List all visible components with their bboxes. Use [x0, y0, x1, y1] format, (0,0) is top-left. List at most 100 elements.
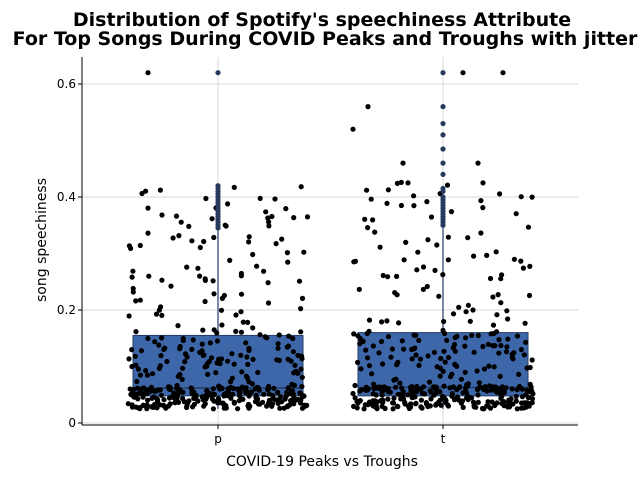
point-p — [287, 402, 293, 408]
point-p — [178, 219, 184, 225]
point-t — [362, 216, 368, 222]
point-t — [360, 338, 366, 344]
point-p — [298, 306, 304, 312]
point-p — [255, 385, 261, 391]
point-p — [159, 335, 165, 341]
point-p — [157, 387, 163, 393]
point-p — [144, 406, 150, 412]
point-p — [261, 391, 267, 397]
point-p — [255, 369, 261, 375]
point-p — [202, 298, 208, 305]
point-p — [299, 295, 306, 301]
point-t — [401, 257, 407, 263]
point-p — [295, 396, 301, 403]
point-p — [233, 328, 239, 334]
outlier-t-10 — [440, 194, 446, 200]
point-t — [370, 343, 376, 349]
point-p — [140, 391, 146, 397]
point-t — [425, 353, 431, 359]
point-p — [233, 312, 239, 318]
point-p — [228, 395, 234, 401]
point-t — [505, 316, 511, 322]
point-t — [400, 390, 406, 396]
point-t — [469, 332, 475, 338]
point-t — [441, 395, 447, 401]
outlier-t-15 — [440, 146, 446, 152]
point-p — [159, 312, 165, 318]
point-t — [385, 333, 392, 340]
point-p — [138, 386, 144, 392]
point-t — [493, 249, 499, 255]
point-t — [513, 393, 519, 400]
point-p — [245, 319, 251, 325]
point-t — [494, 400, 500, 406]
point-t — [409, 356, 415, 362]
point-p — [157, 187, 163, 193]
point-t — [526, 394, 532, 400]
outlier-p-16 — [215, 70, 221, 76]
point-t — [514, 333, 521, 339]
point-t — [380, 272, 386, 279]
point-t — [401, 346, 407, 352]
point-t — [456, 304, 462, 310]
point-p — [135, 366, 141, 372]
point-t — [530, 391, 536, 397]
point-p — [254, 263, 260, 269]
point-t — [449, 393, 455, 399]
point-t — [379, 389, 385, 395]
point-p — [285, 259, 291, 265]
point-t — [492, 343, 498, 349]
point-p — [209, 216, 215, 222]
point-t — [420, 264, 427, 270]
point-p — [190, 337, 196, 343]
point-t — [450, 384, 456, 390]
point-t — [366, 317, 373, 323]
point-extra-1 — [350, 126, 356, 132]
point-p — [291, 370, 297, 376]
point-p — [167, 401, 173, 407]
point-t — [428, 214, 435, 220]
y-axis-title: song speechiness — [34, 178, 50, 302]
point-p — [150, 404, 157, 410]
point-t — [487, 275, 494, 282]
point-p — [208, 392, 214, 398]
point-t — [465, 381, 471, 387]
point-t — [425, 237, 431, 243]
point-p — [177, 343, 183, 350]
point-p — [199, 394, 205, 400]
outlier-t-18 — [440, 104, 446, 110]
point-t — [452, 335, 458, 341]
point-p — [299, 374, 305, 380]
point-t — [390, 406, 396, 412]
point-p — [253, 394, 259, 400]
point-p — [238, 270, 244, 277]
point-p — [138, 348, 144, 354]
point-p — [210, 278, 216, 284]
point-p — [243, 373, 249, 379]
point-t — [357, 388, 363, 394]
point-t — [445, 234, 451, 240]
chart-title-line2: For Top Songs During COVID Peaks and Tro… — [13, 28, 638, 50]
point-t — [408, 401, 414, 407]
point-p — [271, 385, 277, 391]
point-t — [438, 355, 444, 362]
point-t — [352, 258, 359, 264]
point-p — [243, 390, 249, 396]
point-t — [398, 179, 404, 185]
point-p — [257, 195, 263, 201]
point-t — [519, 386, 525, 392]
point-p — [126, 243, 132, 249]
point-p — [246, 239, 252, 245]
point-t — [411, 203, 417, 209]
point-p — [188, 385, 194, 391]
point-p — [235, 406, 241, 412]
point-p — [126, 356, 132, 362]
outlier-t-19 — [440, 70, 446, 76]
point-t — [389, 346, 395, 352]
point-t — [519, 400, 525, 406]
point-t — [402, 401, 408, 407]
point-p — [176, 233, 182, 239]
point-t — [441, 318, 447, 325]
point-t — [490, 294, 496, 300]
